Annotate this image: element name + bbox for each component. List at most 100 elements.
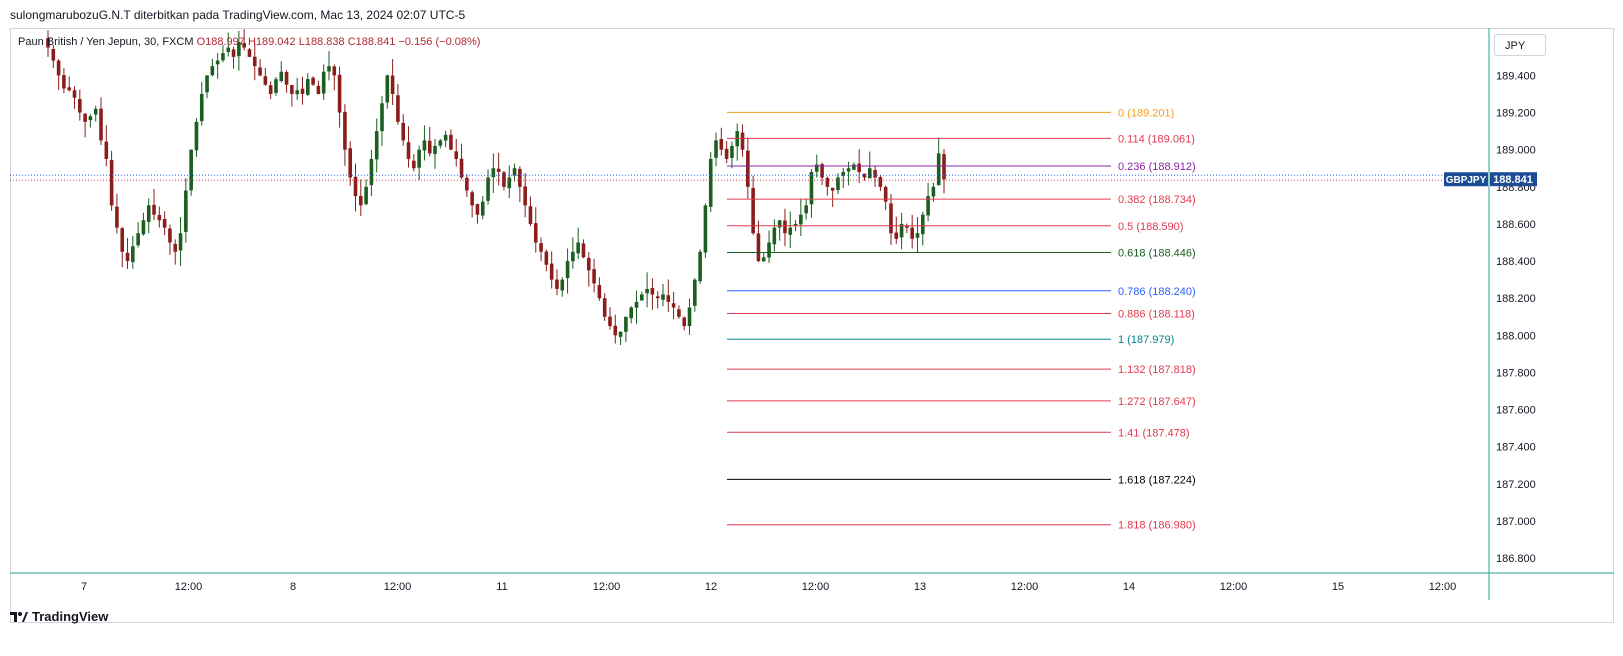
symbol-badge: GBPJPY: [1444, 172, 1488, 187]
candle: [465, 174, 469, 198]
candle: [597, 277, 602, 301]
candle: [661, 283, 665, 307]
candle-body: [767, 242, 771, 258]
candle: [655, 291, 660, 309]
candle-body: [279, 71, 284, 81]
candle: [772, 219, 777, 252]
candle: [449, 129, 453, 151]
candle: [777, 219, 782, 241]
symbol-description[interactable]: Paun British / Yen Jepun, 30, FXCM: [18, 36, 194, 48]
candle-body: [777, 220, 782, 228]
candle: [390, 58, 395, 105]
candle: [846, 161, 851, 186]
candle: [894, 216, 899, 244]
candle-body: [385, 75, 390, 103]
candle: [427, 126, 432, 157]
candle: [682, 316, 687, 331]
candle: [311, 76, 315, 86]
candle: [650, 278, 655, 310]
candle: [883, 185, 888, 210]
candle-body: [836, 177, 840, 191]
fib-label: 1.818 (186.980): [1118, 520, 1196, 532]
candle-body: [714, 140, 718, 158]
candle: [157, 206, 162, 228]
candle: [146, 198, 151, 234]
fib-label: 1.41 (187.478): [1118, 427, 1190, 439]
candle-body: [359, 195, 363, 206]
candle: [905, 223, 909, 234]
candle-body: [677, 309, 681, 317]
candle: [873, 166, 877, 187]
y-tick-label: 187.000: [1496, 516, 1536, 528]
x-tick-label: 14: [1123, 581, 1135, 593]
candle: [830, 187, 835, 207]
fib-level: 0.786 (188.240): [727, 286, 1196, 298]
candle-body: [173, 243, 178, 252]
y-tick-label: 187.200: [1496, 479, 1536, 491]
candle: [199, 81, 204, 126]
fib-label: 0.114 (189.061): [1118, 133, 1195, 145]
candle: [926, 182, 930, 222]
candle: [141, 212, 146, 236]
price-badge-label: 188.841: [1493, 174, 1533, 186]
candle-body: [168, 228, 172, 243]
candle-body: [655, 296, 660, 299]
candle-body: [703, 205, 708, 253]
candle: [751, 175, 755, 235]
candle-body: [867, 168, 872, 179]
candle-body: [433, 145, 437, 154]
y-tick-label: 186.800: [1496, 553, 1536, 565]
candle-body: [120, 228, 125, 252]
candle: [677, 305, 681, 319]
candle-body: [454, 151, 459, 159]
candle-body: [152, 204, 156, 215]
candle-body: [470, 192, 474, 206]
price-badge: 188.841: [1490, 172, 1537, 187]
candle: [480, 195, 485, 220]
candle: [359, 179, 363, 216]
candle-body: [825, 177, 830, 187]
fib-level: 1.272 (187.647): [727, 396, 1196, 408]
candle-body: [337, 74, 342, 113]
candle-body: [910, 227, 914, 239]
candle-body: [369, 158, 374, 186]
candle: [518, 166, 522, 203]
y-tick-label: 189.200: [1496, 108, 1536, 120]
fib-level: 0.5 (188.590): [727, 221, 1183, 233]
candle: [104, 125, 109, 167]
candle: [56, 59, 61, 91]
candle: [51, 44, 56, 68]
candle-body: [157, 214, 162, 221]
candle-body: [523, 186, 527, 206]
candle-body: [793, 223, 798, 227]
candle: [131, 236, 135, 269]
currency-button[interactable]: JPY: [1494, 34, 1546, 56]
candle-body: [412, 160, 416, 169]
candle: [533, 207, 538, 253]
candle: [120, 226, 125, 268]
candle-body: [931, 186, 936, 197]
candle: [321, 64, 326, 100]
candle: [295, 77, 299, 100]
y-tick-label: 189.400: [1496, 70, 1536, 82]
candle: [528, 196, 533, 227]
candle-body: [942, 154, 946, 180]
candle-body: [194, 121, 199, 151]
candle: [756, 220, 761, 263]
candle: [178, 217, 183, 266]
candle: [194, 118, 199, 157]
candle-body: [141, 220, 146, 235]
candle: [502, 170, 506, 191]
candle-body: [746, 150, 750, 187]
candle: [125, 237, 130, 269]
candle: [305, 73, 310, 97]
candle: [507, 165, 512, 199]
candle-body: [740, 132, 745, 150]
candle: [290, 84, 294, 107]
candle: [327, 50, 331, 81]
candle-body: [862, 173, 867, 178]
candle: [724, 141, 729, 164]
footer-brand[interactable]: TradingView: [10, 609, 108, 624]
candle: [475, 203, 480, 224]
